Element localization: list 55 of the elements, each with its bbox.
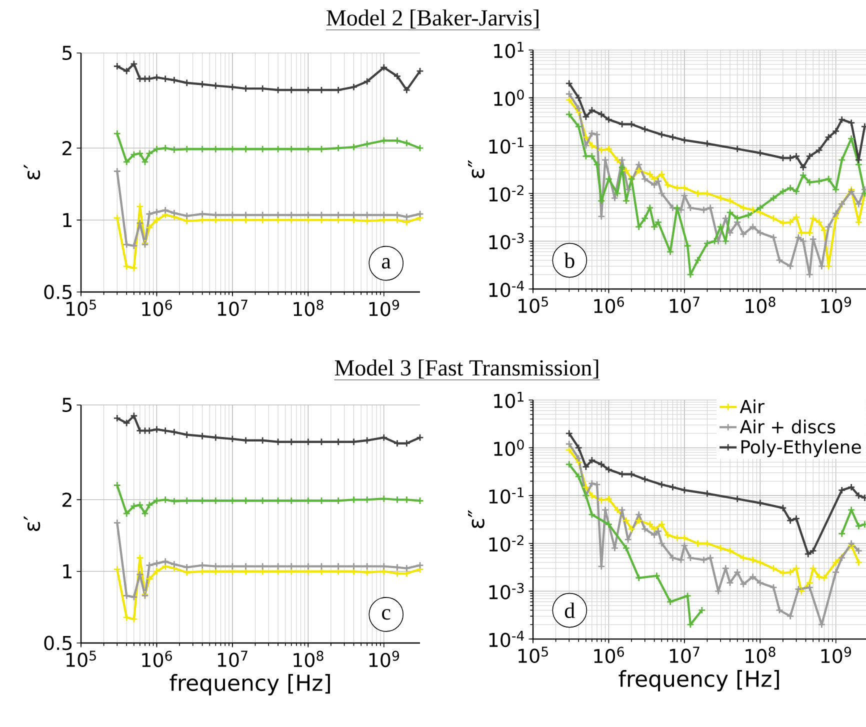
y-tick-label: 0.5	[44, 284, 72, 300]
y-tick-label: 5	[62, 398, 72, 412]
chart-title: Model 2 [Baker-Jarvis]	[326, 9, 538, 28]
y-tick-label: 10$^{0}$	[494, 90, 524, 106]
y-tick-label: 1	[63, 213, 72, 227]
y-tick-label: 10$^{-3}$	[489, 232, 524, 250]
y-tick-label: 10$^{-1}$	[489, 487, 524, 504]
x-tick-label: 10$^{6}$	[594, 646, 624, 664]
x-tick-label: 10$^{7}$	[670, 296, 700, 314]
x-tick-label: 10$^{7}$	[218, 650, 248, 668]
legend-label: Poly-Ethylene	[741, 440, 861, 458]
x-tick-label: 10$^{8}$	[294, 300, 324, 316]
x-tick-label: 10$^{7}$	[218, 300, 248, 316]
x-axis-title: frequency [Hz]	[618, 670, 779, 692]
y-tick-label: 10$^{-1}$	[489, 137, 524, 154]
x-tick-label: 10$^{6}$	[594, 296, 624, 314]
x-tick-label: 10$^{8}$	[746, 646, 776, 664]
legend-label: Air + discs	[740, 420, 836, 434]
x-tick-label: 10$^{9}$	[369, 650, 400, 668]
x-tick-label: 10$^{6}$	[142, 650, 172, 668]
y-tick-label: 10$^{0}$	[494, 440, 524, 456]
y-tick-label: 10$^{-2}$	[489, 535, 524, 552]
annotation: d	[564, 602, 575, 618]
y-axis-title: ε″	[468, 160, 484, 178]
y-tick-label: 0.5	[44, 636, 72, 650]
y-tick-label: 1	[63, 564, 72, 578]
x-tick-label: 10$^{5}$	[66, 300, 96, 316]
annotation: b	[564, 252, 574, 268]
y-tick-label: 10$^{-4}$	[489, 630, 524, 648]
x-tick-label: 10$^{9}$	[821, 296, 852, 314]
legend-label: Air	[740, 399, 764, 414]
y-tick-label: 10$^{-2}$	[489, 185, 524, 202]
y-tick-label: 10$^{-4}$	[489, 280, 524, 298]
y-tick-label: 10$^{1}$	[494, 42, 524, 58]
x-tick-label: 10$^{6}$	[142, 300, 172, 316]
y-tick-label: 2	[62, 141, 72, 156]
x-tick-label: 10$^{5}$	[66, 650, 96, 668]
annotation: a	[382, 258, 391, 269]
text: Model 3 [Fast Transmission]	[334, 359, 598, 378]
x-tick-label: 10$^{5}$	[518, 296, 548, 314]
y-tick-label: 10$^{-3}$	[489, 582, 524, 600]
x-tick-label: 10$^{9}$	[821, 646, 852, 664]
x-axis-title: frequency [Hz]	[170, 674, 330, 696]
x-tick-label: 10$^{9}$	[369, 300, 400, 316]
x-tick-label: 10$^{7}$	[670, 646, 700, 664]
x-tick-label: 10$^{8}$	[746, 296, 776, 314]
y-axis-title: ε′	[24, 516, 40, 532]
y-axis-title: ε′	[24, 164, 40, 180]
y-axis-title: ε″	[468, 510, 484, 528]
annotation: c	[382, 609, 390, 620]
x-tick-label: 10$^{5}$	[518, 646, 548, 664]
x-tick-label: 10$^{8}$	[294, 650, 324, 668]
y-tick-label: 2	[62, 492, 72, 507]
y-tick-label: 5	[62, 46, 72, 60]
y-tick-label: 10$^{1}$	[494, 392, 524, 408]
